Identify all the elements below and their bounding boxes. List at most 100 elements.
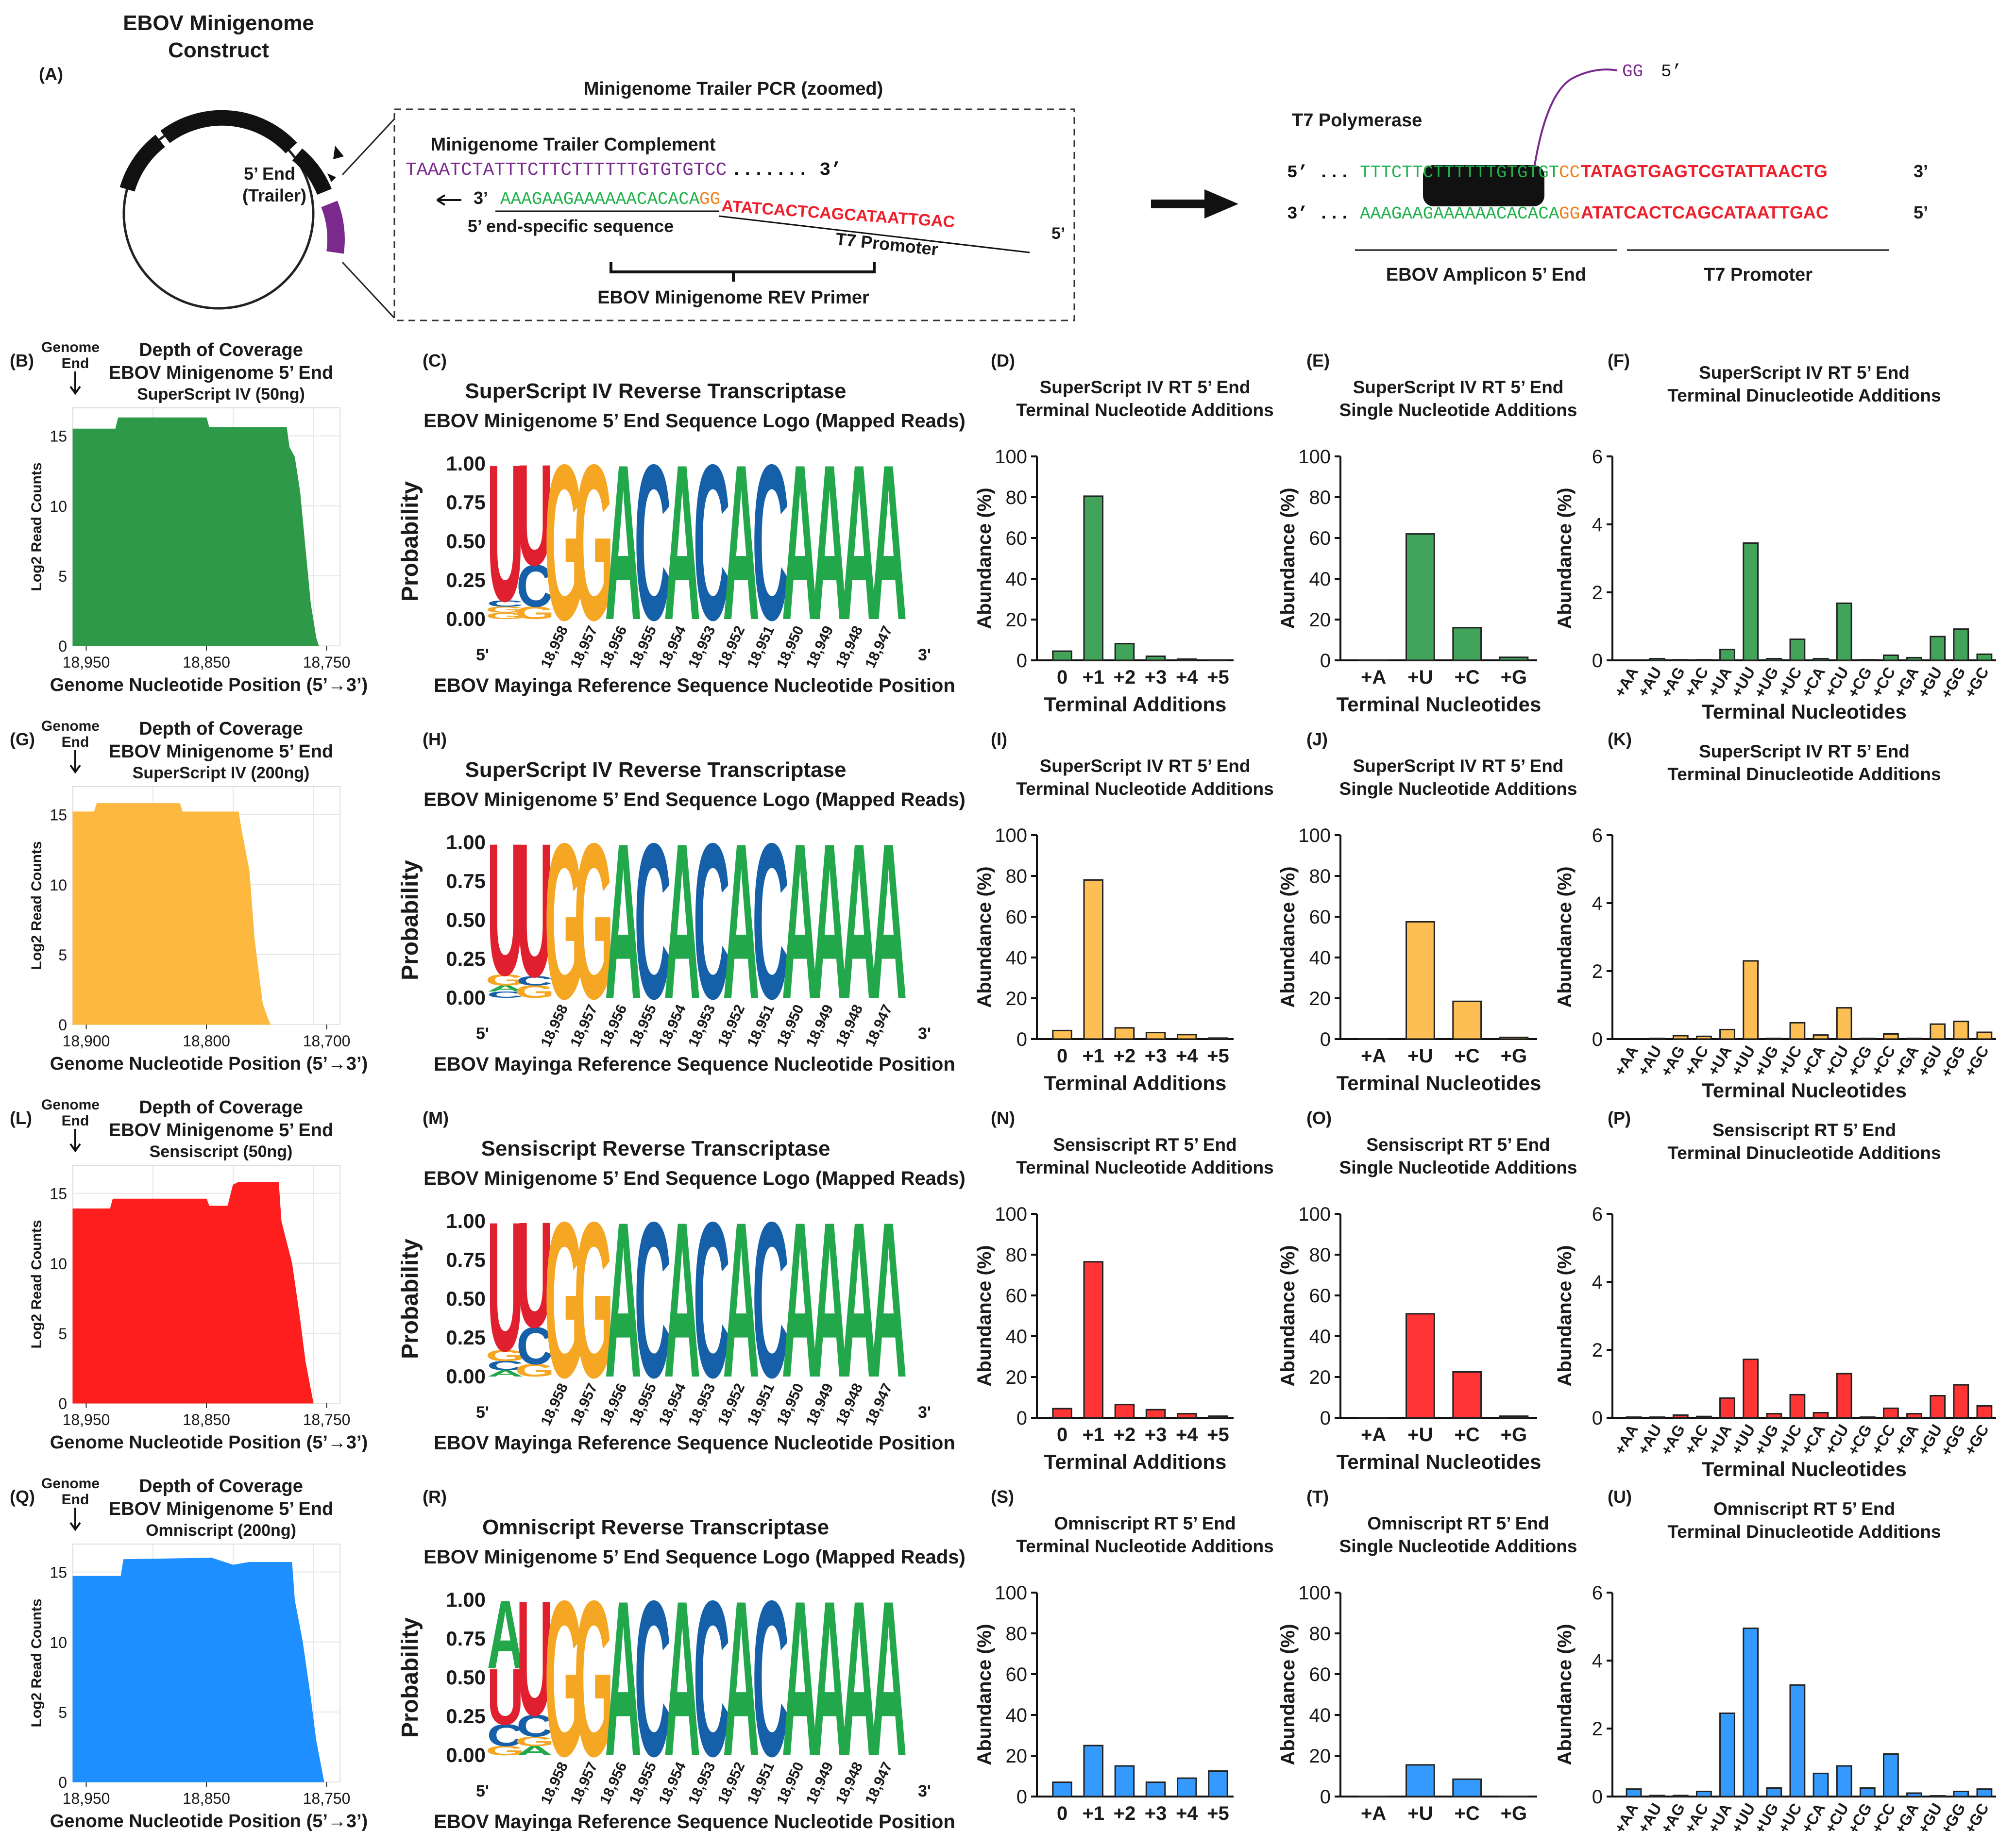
logo-letter-A: A xyxy=(605,798,642,1045)
logo-column: A xyxy=(664,798,701,1045)
terminal-chart-xtick: +3 xyxy=(1145,1803,1167,1824)
primer-five: 5’ xyxy=(1051,224,1065,243)
zoom-line-1 xyxy=(341,118,395,176)
coverage-subtitle: EBOV Minigenome 5’ End xyxy=(109,741,333,762)
logo-column: A xyxy=(811,1555,848,1803)
dinucleotide-chart-ytick: 6 xyxy=(1592,825,1603,846)
terminal-chart-title-1: Omniscript RT 5’ End xyxy=(1054,1513,1236,1533)
logo-column: A xyxy=(870,798,907,1045)
logo-column: C xyxy=(634,798,671,1045)
logo-letter-C: C xyxy=(487,990,524,999)
end-label-1: 5’ End xyxy=(244,164,295,184)
single-chart-label: (J) xyxy=(1306,729,1328,749)
dinucleotide-chart-ytick: 6 xyxy=(1592,1204,1603,1225)
single-chart-ytick: 40 xyxy=(1309,569,1331,590)
single-chart-ylabel: Abundance (%) xyxy=(1277,1624,1299,1765)
terminal-chart-xtick: 0 xyxy=(1057,1424,1067,1445)
dinucleotide-chart-label: (U) xyxy=(1608,1487,1632,1507)
terminal-chart-bar xyxy=(1114,1765,1135,1797)
genome-end-label: Genome xyxy=(41,339,100,355)
logo-column: C xyxy=(752,798,789,1045)
logo-letter-G: G xyxy=(574,419,613,667)
dinucleotide-chart-xtick: +AG xyxy=(1657,1043,1689,1080)
logo-column: A xyxy=(664,1555,701,1803)
logo-letter-U: U xyxy=(487,1652,524,1742)
genome-end-label: Genome xyxy=(41,1476,100,1492)
logo-column: A xyxy=(664,419,701,667)
dinucleotide-chart-label: (K) xyxy=(1608,729,1632,749)
single-chart-bar xyxy=(1406,533,1435,661)
coverage-ytick: 15 xyxy=(50,1564,67,1581)
terminal-chart-title-1: SuperScript IV RT 5’ End xyxy=(1040,377,1251,397)
dinucleotide-chart-xtick: +AA xyxy=(1610,1043,1642,1079)
dinucleotide-chart-bar xyxy=(1743,1359,1759,1419)
single-chart-xtick: +G xyxy=(1501,1424,1527,1445)
coverage-ytick: 10 xyxy=(50,1634,67,1651)
logo-column: A xyxy=(664,1176,701,1424)
logo-letter-A: A xyxy=(723,1555,760,1803)
dinucleotide-chart-bar xyxy=(1953,1384,1969,1419)
terminal-chart: (N) Sensiscript RT 5’ End Terminal Nucleot… xyxy=(974,1108,1274,1473)
logo-xlabel: EBOV Mayinga Reference Sequence Nucleoti… xyxy=(434,1054,955,1075)
dinucleotide-chart-bar xyxy=(1696,1035,1712,1040)
logo-column: A xyxy=(870,1176,907,1424)
coverage-ytick: 10 xyxy=(50,876,67,894)
single-chart: (J) SuperScript IV RT 5’ End Single Nucleo… xyxy=(1277,729,1577,1094)
terminal-chart-bar xyxy=(1145,1032,1166,1040)
coverage-area xyxy=(72,803,271,1025)
logo-column: A xyxy=(870,419,907,667)
dinucleotide-chart-ytick: 4 xyxy=(1592,893,1603,914)
dinucleotide-chart-xtick: +GA xyxy=(1891,1043,1922,1080)
terminal-chart-xtick: +5 xyxy=(1207,1424,1229,1445)
single-chart-ytick: 0 xyxy=(1320,650,1331,672)
coverage-xtick: 18,750 xyxy=(303,654,351,671)
logo-ylabel: Probability xyxy=(397,1617,423,1738)
terminal-chart-title-2: Terminal Nucleotide Additions xyxy=(1016,400,1273,420)
logo-title: Sensiscript Reverse Transcriptase xyxy=(481,1137,830,1160)
dinucleotide-chart-xtick: +CA xyxy=(1797,1422,1829,1458)
single-chart-bar xyxy=(1452,1000,1482,1040)
logo-ytick: 0.75 xyxy=(446,491,486,514)
terminal-chart-title-1: Sensiscript RT 5’ End xyxy=(1053,1135,1237,1155)
single-chart-xtick: +C xyxy=(1455,667,1480,688)
terminal-chart-label: (N) xyxy=(991,1108,1015,1128)
logo-letter-U: U xyxy=(516,804,553,1017)
single-chart-title-1: SuperScript IV RT 5’ End xyxy=(1353,756,1564,776)
coverage-panel-label: (Q) xyxy=(10,1487,35,1507)
dinucleotide-chart-xtick: +GG xyxy=(1937,1043,1968,1080)
single-chart-title-2: Single Nucleotide Additions xyxy=(1339,400,1577,420)
terminal-chart-title-1: SuperScript IV RT 5’ End xyxy=(1040,756,1251,776)
terminal-chart-xtick: +1 xyxy=(1082,667,1104,688)
dinucleotide-chart-bar xyxy=(1649,1416,1665,1419)
coverage-xlabel: Genome Nucleotide Position (5’→3’) xyxy=(50,1811,368,1831)
logo-letter-G: G xyxy=(486,611,525,621)
plasmid-segment-2 xyxy=(160,110,297,154)
dinucleotide-chart-xtick: +GC xyxy=(1961,1422,1992,1459)
logo-ylabel: Probability xyxy=(397,481,423,602)
logo-ytick: 0.75 xyxy=(446,1248,486,1271)
single-chart-ytick: 60 xyxy=(1309,528,1331,549)
sequence-logo-panel: (C) SuperScript IV Reverse Transcriptase E… xyxy=(397,351,966,696)
dinucleotide-chart-bar xyxy=(1789,1394,1806,1419)
terminal-chart-bar xyxy=(1208,1770,1228,1797)
logo-column: A xyxy=(811,1176,848,1424)
logo-column: G xyxy=(544,798,584,1045)
logo-column: G xyxy=(574,1176,613,1424)
genome-end-arrow-icon xyxy=(69,1508,81,1531)
dinucleotide-chart-title-2: Terminal Dinucleotide Additions xyxy=(1667,764,1941,784)
logo-column: GCU xyxy=(515,804,554,1017)
dinucleotide-chart-ylabel: Abundance (%) xyxy=(1554,1624,1576,1765)
terminal-chart-bar xyxy=(1052,1408,1072,1419)
terminal-chart-bar xyxy=(1114,643,1135,661)
logo-column: A xyxy=(605,1555,642,1803)
logo-letter-A: A xyxy=(723,798,760,1045)
single-chart-bar xyxy=(1499,656,1529,661)
single-chart-ytick: 0 xyxy=(1320,1029,1331,1050)
terminal-chart-ytick: 100 xyxy=(995,1582,1027,1604)
dinucleotide-chart-xtick: +AC xyxy=(1681,1422,1712,1458)
logo-letter-G: G xyxy=(515,982,554,1002)
terminal-chart-xtick: +4 xyxy=(1176,1803,1198,1824)
